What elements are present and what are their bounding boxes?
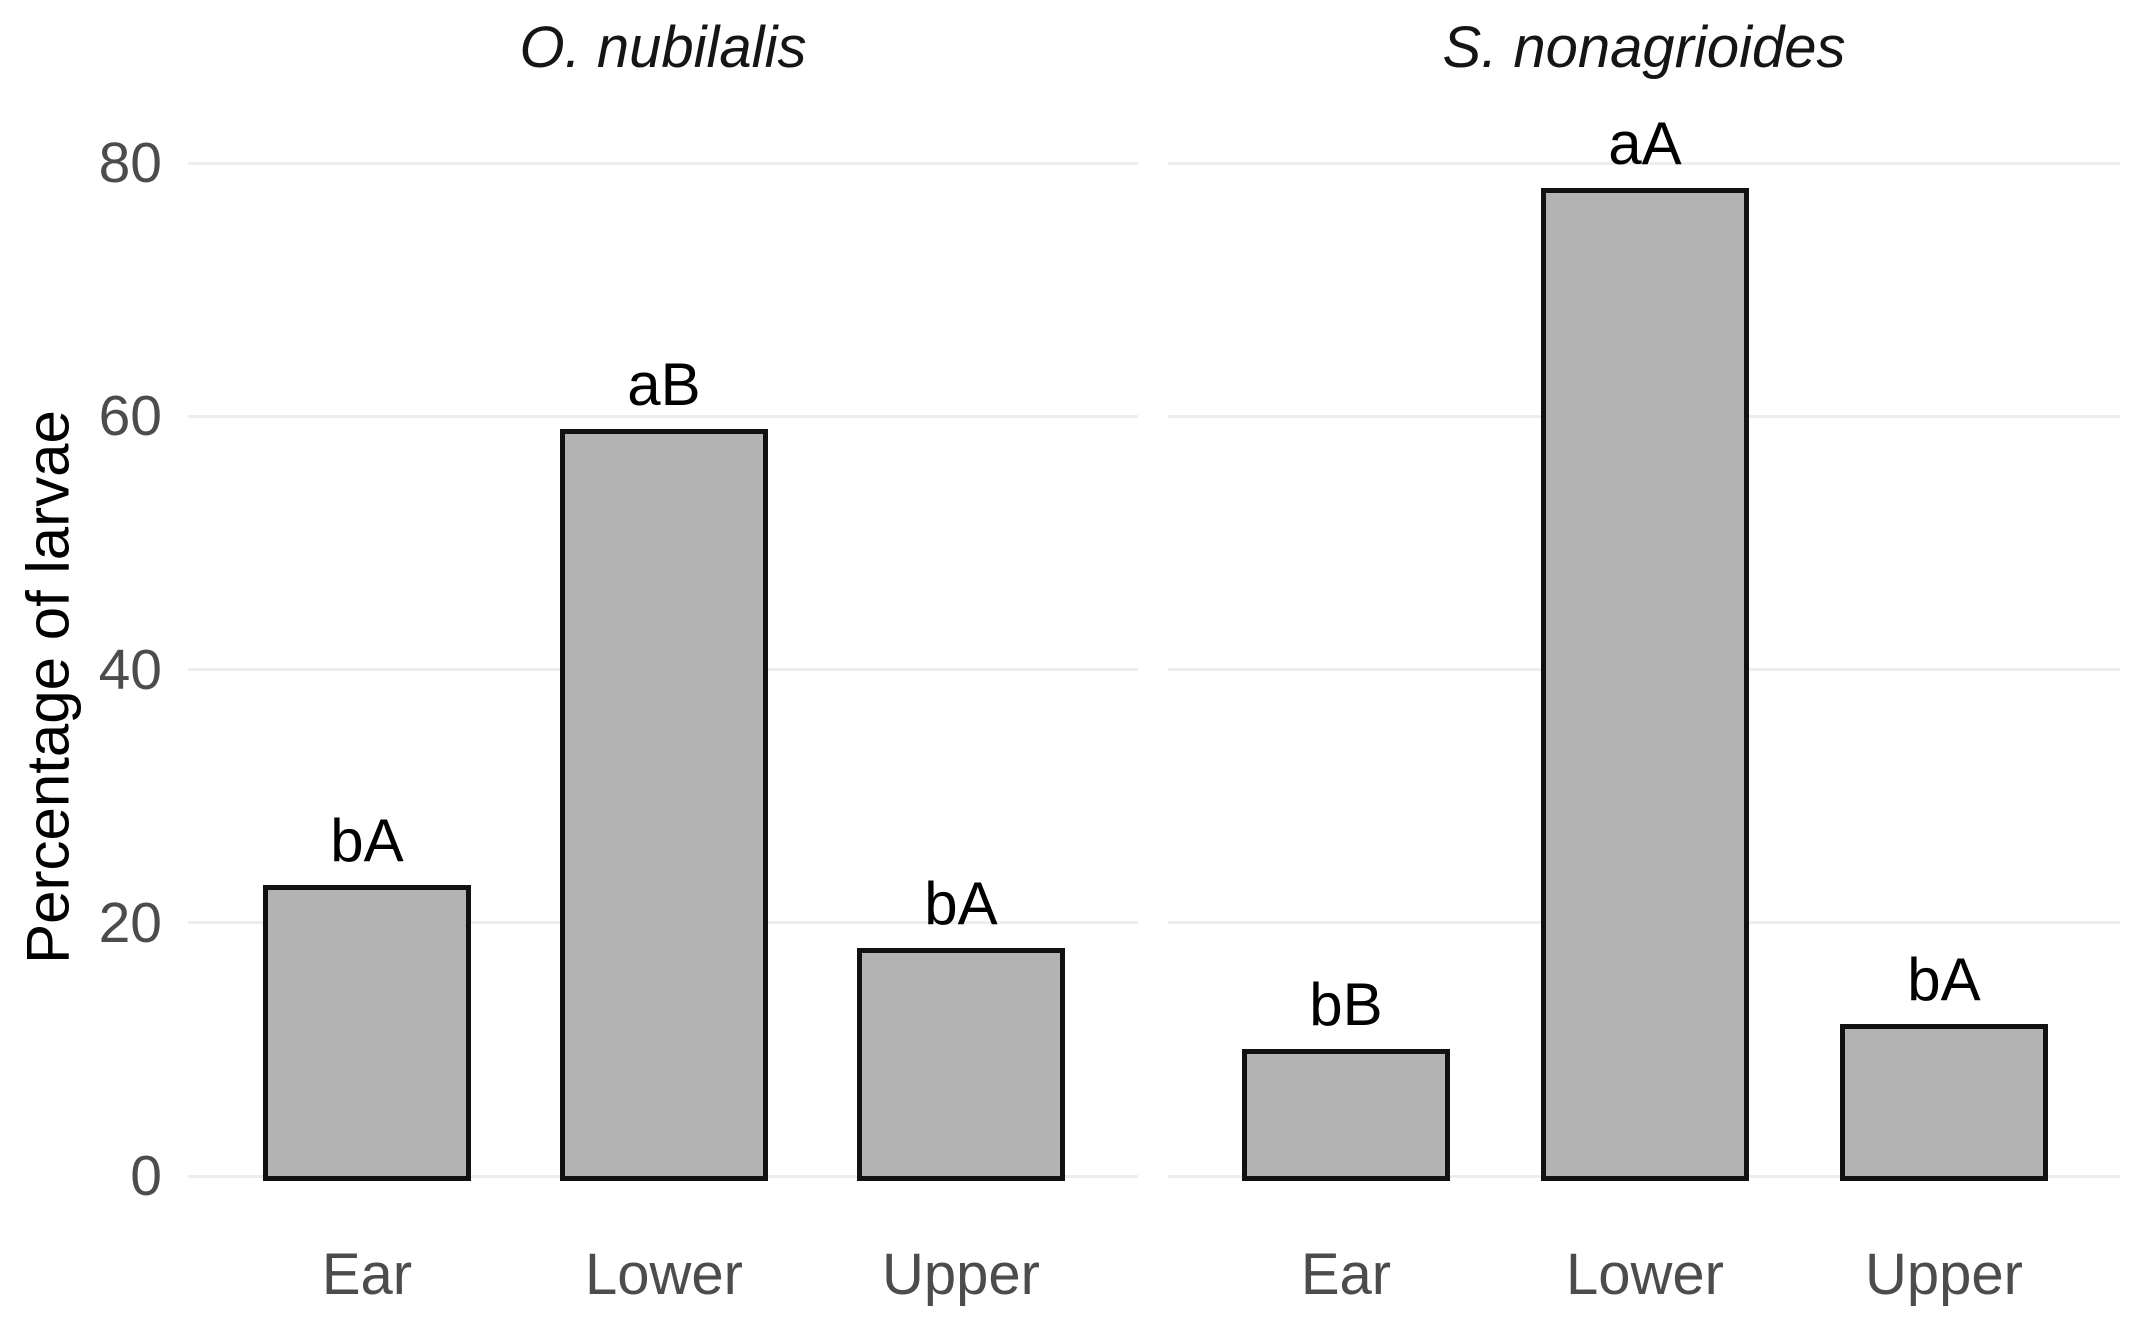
x-tick-label-lower-panel1: Lower: [1566, 1242, 1724, 1307]
y-tick-label-80: 80: [98, 131, 162, 195]
y-tick-label-40: 40: [98, 637, 162, 702]
gridline-y80-panel1: [1168, 161, 2120, 165]
x-tick-label-upper-panel1: Upper: [1865, 1242, 2023, 1307]
gridline-y60-panel0: [188, 414, 1138, 418]
bar-upper-panel0: [857, 948, 1065, 1181]
y-tick-label-0: 0: [130, 1144, 162, 1208]
y-tick-label-20: 20: [98, 890, 162, 955]
sig-letter-lower-panel0: aB: [627, 350, 701, 418]
x-tick-label-upper-panel0: Upper: [882, 1242, 1040, 1307]
bar-lower-panel1: [1541, 188, 1749, 1181]
gridline-y80-panel0: [188, 161, 1138, 165]
x-tick-label-ear-panel1: Ear: [1300, 1242, 1392, 1307]
sig-letter-lower-panel1: aA: [1608, 110, 1682, 178]
sig-letter-upper-panel0: bA: [924, 870, 998, 938]
bar-ear-panel0: [263, 884, 471, 1181]
x-tick-label-ear-panel0: Ear: [321, 1242, 413, 1307]
x-tick-label-lower-panel0: Lower: [585, 1242, 743, 1307]
sig-letter-ear-panel1: bB: [1309, 971, 1383, 1039]
bar-upper-panel1: [1840, 1024, 2048, 1181]
panel-title-0: O. nubilalis: [519, 15, 807, 80]
bar-lower-panel0: [560, 428, 768, 1181]
y-tick-label-60: 60: [98, 384, 162, 449]
panel-title-1: S. nonagrioides: [1442, 15, 1846, 80]
sig-letter-upper-panel1: bA: [1907, 946, 1981, 1014]
sig-letter-ear-panel0: bA: [330, 806, 404, 874]
bar-ear-panel1: [1242, 1049, 1450, 1181]
